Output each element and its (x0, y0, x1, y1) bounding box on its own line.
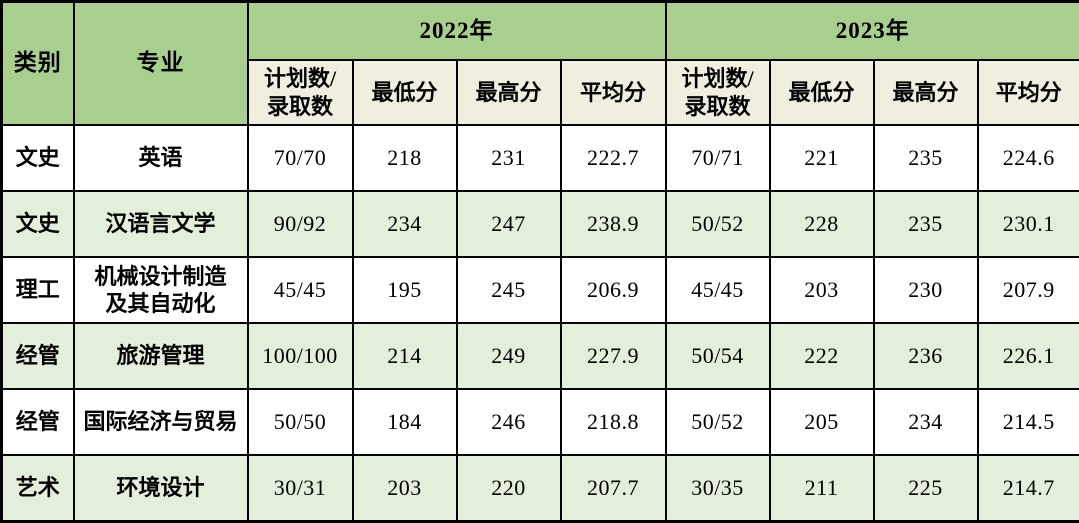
table-row: 经管 旅游管理 100/100 214 249 227.9 50/54 222 … (2, 323, 1079, 389)
col-header-2022-min-score: 最低分 (353, 60, 457, 125)
cell-2023-avg-score: 226.1 (978, 323, 1079, 389)
cell-2023-min-score: 205 (770, 389, 874, 455)
cell-major: 机械设计制造 及其自动化 (74, 257, 248, 323)
cell-category: 经管 (2, 389, 74, 455)
cell-2022-min-score: 195 (353, 257, 457, 323)
cell-2022-min-score: 218 (353, 125, 457, 191)
col-header-2023-avg-score: 平均分 (978, 60, 1079, 125)
cell-2023-max-score: 235 (874, 191, 978, 257)
cell-2022-max-score: 246 (457, 389, 561, 455)
col-header-2023-min-score: 最低分 (770, 60, 874, 125)
cell-2023-min-score: 222 (770, 323, 874, 389)
cell-2023-avg-score: 214.5 (978, 389, 1079, 455)
cell-category: 理工 (2, 257, 74, 323)
cell-2022-max-score: 249 (457, 323, 561, 389)
table-row: 文史 英语 70/70 218 231 222.7 70/71 221 235 … (2, 125, 1079, 191)
cell-2023-min-score: 228 (770, 191, 874, 257)
cell-2023-max-score: 225 (874, 455, 978, 522)
col-header-year-2022: 2022年 (248, 2, 666, 61)
table-row: 理工 机械设计制造 及其自动化 45/45 195 245 206.9 45/4… (2, 257, 1079, 323)
cell-2022-avg-score: 218.8 (561, 389, 666, 455)
cell-category: 文史 (2, 191, 74, 257)
cell-2023-max-score: 235 (874, 125, 978, 191)
year-header-row: 类别 专业 2022年 2023年 (2, 2, 1079, 61)
col-header-2023-max-score: 最高分 (874, 60, 978, 125)
cell-2022-avg-score: 227.9 (561, 323, 666, 389)
table-row: 艺术 环境设计 30/31 203 220 207.7 30/35 211 22… (2, 455, 1079, 522)
cell-2022-plan-admitted: 45/45 (248, 257, 353, 323)
cell-major: 环境设计 (74, 455, 248, 522)
cell-2023-max-score: 230 (874, 257, 978, 323)
col-header-major: 专业 (74, 2, 248, 126)
cell-2022-min-score: 203 (353, 455, 457, 522)
cell-major: 国际经济与贸易 (74, 389, 248, 455)
cell-2023-min-score: 221 (770, 125, 874, 191)
cell-2022-plan-admitted: 30/31 (248, 455, 353, 522)
cell-2022-avg-score: 238.9 (561, 191, 666, 257)
cell-major: 汉语言文学 (74, 191, 248, 257)
table-row: 经管 国际经济与贸易 50/50 184 246 218.8 50/52 205… (2, 389, 1079, 455)
cell-2023-max-score: 234 (874, 389, 978, 455)
cell-major: 旅游管理 (74, 323, 248, 389)
cell-2023-avg-score: 214.7 (978, 455, 1079, 522)
cell-2022-plan-admitted: 90/92 (248, 191, 353, 257)
cell-major: 英语 (74, 125, 248, 191)
cell-2023-plan-admitted: 50/54 (666, 323, 770, 389)
cell-2022-avg-score: 222.7 (561, 125, 666, 191)
cell-2022-max-score: 245 (457, 257, 561, 323)
cell-category: 文史 (2, 125, 74, 191)
col-header-2022-plan-admitted: 计划数/ 录取数 (248, 60, 353, 125)
cell-2022-min-score: 184 (353, 389, 457, 455)
cell-2022-min-score: 234 (353, 191, 457, 257)
cell-2023-plan-admitted: 50/52 (666, 389, 770, 455)
cell-category: 经管 (2, 323, 74, 389)
cell-2023-avg-score: 207.9 (978, 257, 1079, 323)
cell-2023-plan-admitted: 50/52 (666, 191, 770, 257)
cell-2022-plan-admitted: 70/70 (248, 125, 353, 191)
cell-2023-avg-score: 224.6 (978, 125, 1079, 191)
col-header-2023-plan-admitted: 计划数/ 录取数 (666, 60, 770, 125)
cell-2022-avg-score: 207.7 (561, 455, 666, 522)
cell-2023-avg-score: 230.1 (978, 191, 1079, 257)
cell-2023-max-score: 236 (874, 323, 978, 389)
col-header-category: 类别 (2, 2, 74, 126)
cell-2023-min-score: 211 (770, 455, 874, 522)
cell-category: 艺术 (2, 455, 74, 522)
cell-2022-max-score: 220 (457, 455, 561, 522)
cell-2022-avg-score: 206.9 (561, 257, 666, 323)
table-row: 文史 汉语言文学 90/92 234 247 238.9 50/52 228 2… (2, 191, 1079, 257)
col-header-2022-avg-score: 平均分 (561, 60, 666, 125)
cell-2022-max-score: 231 (457, 125, 561, 191)
cell-2023-plan-admitted: 45/45 (666, 257, 770, 323)
cell-2022-min-score: 214 (353, 323, 457, 389)
cell-2022-plan-admitted: 50/50 (248, 389, 353, 455)
cell-2022-max-score: 247 (457, 191, 561, 257)
cell-2022-plan-admitted: 100/100 (248, 323, 353, 389)
col-header-2022-max-score: 最高分 (457, 60, 561, 125)
col-header-year-2023: 2023年 (666, 2, 1079, 61)
cell-2023-min-score: 203 (770, 257, 874, 323)
cell-2023-plan-admitted: 70/71 (666, 125, 770, 191)
cell-2023-plan-admitted: 30/35 (666, 455, 770, 522)
